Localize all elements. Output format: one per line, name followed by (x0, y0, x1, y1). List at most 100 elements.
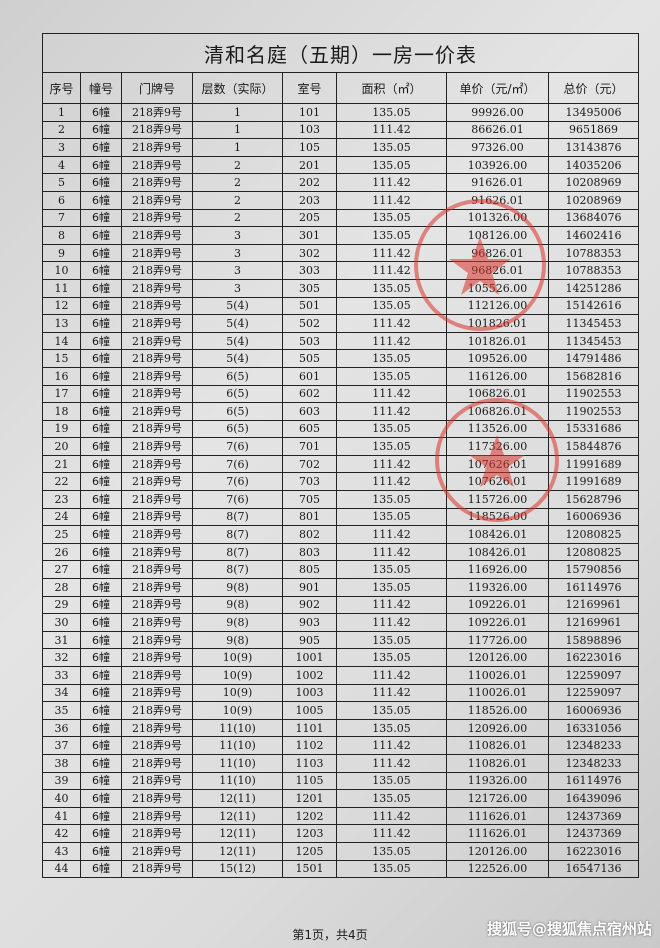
cell-door-number: 218弄9号 (121, 120, 193, 140)
cell-building: 6幢 (80, 683, 122, 703)
cell-building: 6幢 (80, 349, 122, 368)
table-row: 32 6幢 218弄9号 10(9) 1001 135.05 120126.00 162230… (42, 648, 639, 667)
cell-door-number: 218弄9号 (121, 859, 193, 879)
cell-room: 901 (282, 578, 337, 597)
cell-floor: 1 (192, 103, 283, 122)
cell-total-price: 11345453 (548, 331, 639, 351)
cell-room: 705 (282, 490, 337, 509)
cell-room: 1201 (282, 789, 337, 808)
cell-building: 6幢 (80, 296, 122, 316)
cell-building: 6幢 (80, 648, 122, 667)
table-row: 3 6幢 218弄9号 1 105 135.05 97326.00 13143876 (42, 138, 639, 157)
cell-floor: 8(7) (192, 525, 283, 544)
cell-floor: 9(8) (192, 595, 283, 615)
cell-building: 6幢 (80, 718, 122, 738)
cell-row-number: 36 (42, 718, 81, 738)
cell-door-number: 218弄9号 (121, 103, 193, 122)
cell-door-number: 218弄9号 (121, 366, 193, 386)
cell-total-price: 13495006 (548, 103, 639, 122)
cell-room: 701 (282, 437, 337, 456)
cell-door-number: 218弄9号 (121, 226, 193, 245)
cell-door-number: 218弄9号 (121, 278, 193, 298)
cell-row-number: 12 (42, 296, 81, 316)
cell-unit-price: 108126.00 (446, 226, 549, 245)
cell-room: 503 (282, 331, 337, 351)
cell-unit-price: 118526.00 (446, 507, 549, 527)
cell-total-price: 10208969 (548, 173, 639, 192)
cell-room: 205 (282, 208, 337, 228)
cell-row-number: 2 (42, 120, 81, 140)
cell-room: 1102 (282, 736, 337, 755)
table-row: 8 6幢 218弄9号 3 301 135.05 108126.00 14602416 (42, 226, 639, 245)
cell-room: 805 (282, 560, 337, 580)
cell-building: 6幢 (80, 138, 122, 157)
cell-building: 6幢 (80, 753, 122, 773)
cell-room: 303 (282, 261, 337, 280)
cell-total-price: 13684076 (548, 208, 639, 228)
cell-row-number: 33 (42, 666, 81, 685)
cell-door-number: 218弄9号 (121, 630, 193, 650)
cell-unit-price: 121726.00 (446, 789, 549, 808)
cell-door-number: 218弄9号 (121, 261, 193, 280)
cell-row-number: 18 (42, 402, 81, 421)
cell-row-number: 31 (42, 630, 81, 650)
table-row: 2 6幢 218弄9号 1 103 111.42 86626.01 9651869 (42, 120, 639, 140)
cell-floor: 6(5) (192, 402, 283, 421)
cell-total-price: 12437369 (548, 824, 639, 843)
cell-unit-price: 110026.01 (446, 683, 549, 703)
cell-door-number: 218弄9号 (121, 138, 193, 157)
cell-room: 1501 (282, 859, 337, 879)
cell-row-number: 9 (42, 243, 81, 263)
cell-building: 6幢 (80, 454, 122, 474)
cell-total-price: 12169961 (548, 613, 639, 632)
cell-row-number: 35 (42, 701, 81, 720)
table-row: 30 6幢 218弄9号 9(8) 903 111.42 109226.01 12169961 (42, 613, 639, 632)
cell-area: 135.05 (336, 771, 447, 791)
cell-room: 801 (282, 507, 337, 527)
table-row: 19 6幢 218弄9号 6(5) 605 135.05 113526.00 15331686 (42, 419, 639, 439)
cell-row-number: 28 (42, 578, 81, 597)
cell-row-number: 13 (42, 314, 81, 333)
cell-total-price: 15898896 (548, 630, 639, 650)
cell-floor: 12(11) (192, 824, 283, 843)
cell-total-price: 11991689 (548, 472, 639, 492)
table-row: 42 6幢 218弄9号 12(11) 1203 111.42 111626.01 12437… (42, 824, 639, 843)
cell-unit-price: 96826.01 (446, 261, 549, 280)
cell-area: 111.42 (336, 402, 447, 421)
cell-unit-price: 109226.01 (446, 595, 549, 615)
cell-area: 135.05 (336, 718, 447, 738)
cell-room: 602 (282, 384, 337, 404)
table-row: 39 6幢 218弄9号 11(10) 1105 135.05 119326.00 16114… (42, 771, 639, 791)
cell-area: 135.05 (336, 349, 447, 368)
cell-row-number: 19 (42, 419, 81, 439)
cell-building: 6幢 (80, 208, 122, 228)
column-header-total-price: 总价（元） (548, 72, 639, 104)
cell-area: 135.05 (336, 226, 447, 245)
cell-row-number: 20 (42, 437, 81, 456)
price-table: 清和名庭（五期）一房一价表 序号 幢号 门牌号 层数（实际） 室号 面积（㎡） 单价（元/㎡… (42, 33, 639, 879)
cell-row-number: 22 (42, 472, 81, 492)
cell-room: 605 (282, 419, 337, 439)
cell-building: 6幢 (80, 366, 122, 386)
cell-unit-price: 109226.01 (446, 613, 549, 632)
cell-row-number: 11 (42, 278, 81, 298)
cell-building: 6幢 (80, 859, 122, 879)
cell-row-number: 25 (42, 525, 81, 544)
cell-room: 1205 (282, 841, 337, 861)
cell-unit-price: 108426.01 (446, 542, 549, 562)
cell-door-number: 218弄9号 (121, 314, 193, 333)
cell-area: 135.05 (336, 560, 447, 580)
cell-floor: 10(9) (192, 648, 283, 667)
cell-unit-price: 109526.00 (446, 349, 549, 368)
cell-room: 703 (282, 472, 337, 492)
cell-unit-price: 111626.01 (446, 806, 549, 826)
table-row: 43 6幢 218弄9号 12(11) 1205 135.05 120126.00 16223… (42, 841, 639, 861)
cell-room: 902 (282, 595, 337, 615)
cell-area: 135.05 (336, 648, 447, 667)
cell-room: 1202 (282, 806, 337, 826)
cell-unit-price: 106826.01 (446, 384, 549, 404)
cell-room: 601 (282, 366, 337, 386)
cell-door-number: 218弄9号 (121, 753, 193, 773)
cell-unit-price: 91626.01 (446, 190, 549, 210)
cell-floor: 9(8) (192, 613, 283, 632)
